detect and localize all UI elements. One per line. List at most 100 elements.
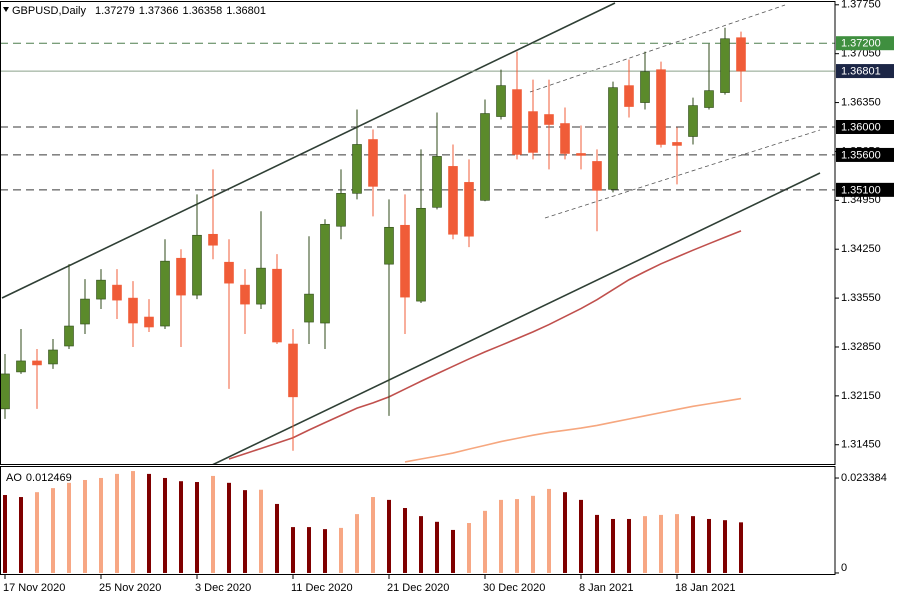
candle-body (464, 182, 474, 237)
candle-body (16, 360, 26, 373)
candle-body (80, 298, 90, 325)
oscillator-bar (691, 516, 695, 573)
candle-body (352, 144, 362, 194)
y-tick-label: 1.34250 (841, 243, 881, 255)
oscillator-bar (291, 527, 295, 573)
candle-body (384, 226, 394, 265)
oscillator-bar (483, 510, 487, 573)
channel-line (544, 129, 821, 219)
candle-body (304, 293, 314, 323)
y-tick-label: 1.31450 (841, 439, 881, 451)
y-tick-label: 1.33550 (841, 292, 881, 304)
candle-body (144, 316, 154, 328)
y-tick-label: 0 (841, 562, 847, 574)
candle-body (560, 123, 570, 154)
moving-average (404, 397, 742, 463)
level-label: 1.35600 (841, 149, 881, 161)
oscillator-frame (0, 466, 836, 575)
candle-body (544, 114, 554, 125)
candle-body (32, 360, 42, 366)
candle-body (624, 85, 634, 107)
oscillator-bar (195, 482, 199, 573)
oscillator-bar (387, 499, 391, 573)
oscillator-panel (3, 471, 743, 573)
candle-body (432, 156, 442, 208)
oscillator-bar (515, 499, 519, 573)
candle-body (416, 207, 426, 302)
candle-body (128, 297, 138, 324)
oscillator-bar (627, 518, 631, 573)
level-label: 1.37200 (841, 38, 881, 50)
oscillator-bar (83, 479, 87, 573)
header: GBPUSD,Daily 1.37279 1.37366 1.36358 1.36801 (12, 5, 266, 17)
candle-body (176, 257, 186, 296)
oscillator-bar (611, 518, 615, 573)
oscillator-bar (179, 481, 183, 573)
x-tick-label: 30 Dec 2020 (483, 582, 545, 594)
oscillator-bar (243, 490, 247, 573)
level-label-box (836, 64, 894, 79)
level-label: 1.35100 (841, 184, 881, 196)
oscillator-bar (115, 473, 119, 573)
candle-body (480, 113, 490, 201)
y-tick-label: 1.37750 (841, 0, 881, 11)
oscillator-bar (323, 529, 327, 573)
oscillator-bar (499, 499, 503, 573)
x-tick-label: 3 Dec 2020 (195, 582, 251, 594)
oscillator-bar (659, 514, 663, 573)
y-tick-label: 1.36350 (841, 96, 881, 108)
oscillator-bar (531, 495, 535, 573)
candle-body (96, 279, 106, 300)
oscillator-bar (275, 503, 279, 573)
oscillator-bar (163, 477, 167, 573)
candle-body (704, 90, 714, 108)
candle-body (288, 343, 298, 398)
candle-body (192, 234, 202, 296)
x-tick-label: 21 Dec 2020 (387, 582, 449, 594)
candle-body (256, 267, 266, 305)
oscillator-bar (259, 489, 263, 573)
candle-body (688, 105, 698, 137)
candle-body (48, 349, 58, 365)
candle-body (160, 260, 170, 327)
level-label-box (836, 182, 894, 197)
y-tick-label: 1.32150 (841, 390, 881, 402)
candle-body (672, 142, 682, 146)
candle-body (240, 284, 250, 305)
candle-body (272, 268, 282, 343)
oscillator-bar (579, 499, 583, 573)
oscillator-bar (3, 495, 7, 573)
oscillator-bar (211, 475, 215, 573)
oscillator-bar (131, 471, 135, 573)
level-label-box (836, 147, 894, 162)
oscillator-bar (563, 492, 567, 573)
candle-body (64, 325, 74, 347)
level-label: 1.36801 (841, 65, 881, 77)
candle-body (448, 166, 458, 235)
oscillator-bar (371, 497, 375, 573)
y-tick-label: 0.023384 (841, 472, 887, 484)
candle-body (400, 224, 410, 298)
x-tick-label: 17 Nov 2020 (3, 582, 65, 594)
x-tick-label: 8 Jan 2021 (579, 582, 633, 594)
x-tick-label: 11 Dec 2020 (291, 582, 353, 594)
oscillator-value: 0.012469 (26, 472, 72, 484)
candle-body (208, 233, 218, 246)
oscillator-bar (19, 497, 23, 573)
candle-body (368, 139, 378, 187)
level-label: 1.36000 (841, 121, 881, 133)
trend-line (1, 2, 616, 299)
moving-average (228, 230, 742, 460)
oscillator-header: AO 0.012469 (6, 472, 72, 484)
candle-body (512, 89, 522, 155)
y-tick-label: 1.34950 (841, 194, 881, 206)
candle-body (576, 153, 586, 156)
candle-body (112, 284, 122, 301)
oscillator-bar (227, 482, 231, 573)
candle-body (320, 223, 330, 324)
oscillator-bar (723, 520, 727, 573)
y-tick-label: 1.32850 (841, 341, 881, 353)
level-label-box (836, 36, 894, 51)
close-value: 1.36801 (226, 5, 266, 17)
